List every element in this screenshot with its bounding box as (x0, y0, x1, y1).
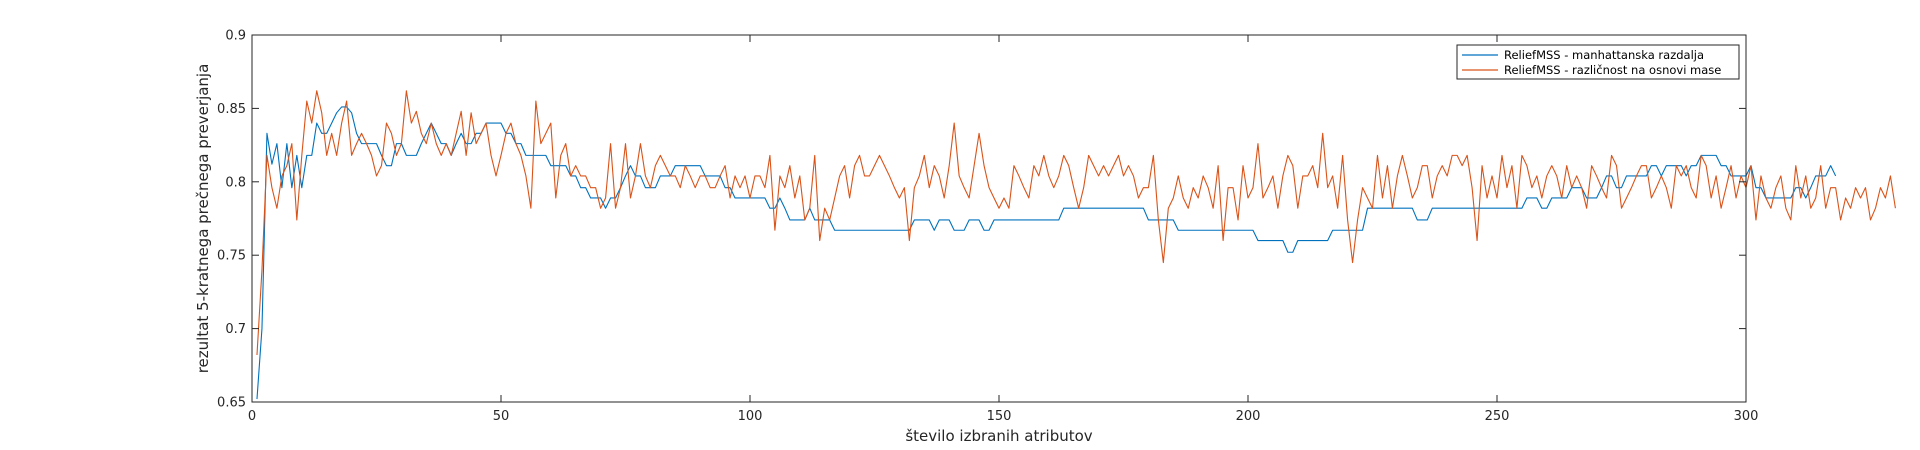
plot-area-frame (251, 34, 1747, 403)
ticks-layer: 0 50 100 150 200 250 300 0.65 0.7 0.75 0.8 0.85 0.9 (217, 29, 1758, 425)
x-tick-label: 300 (1734, 409, 1759, 424)
legend: ReliefMSS - manhattanska razdalja Relief… (1456, 44, 1740, 80)
legend-entry-manhattan: ReliefMSS - manhattanska razdalja (1504, 48, 1704, 62)
x-axis-label: število izbranih atributov (905, 427, 1092, 445)
x-tick-label: 0 (248, 409, 256, 424)
series-line-manhattan (256, 106, 1837, 400)
y-tick-label: 0.65 (217, 396, 246, 411)
legend-box (1456, 44, 1740, 80)
x-tick-label: 200 (1236, 409, 1261, 424)
y-tick-label: 0.85 (217, 102, 246, 117)
x-tick-label: 250 (1485, 409, 1510, 424)
y-tick-label: 0.7 (225, 322, 246, 337)
y-axis-label: rezultat 5-kratnega prečnega preverjanja (194, 64, 212, 374)
series-layer (256, 90, 1896, 400)
x-tick-label: 50 (493, 409, 510, 424)
y-tick-label: 0.8 (225, 175, 246, 190)
x-tick-label: 150 (987, 409, 1012, 424)
x-tick-label: 100 (738, 409, 763, 424)
series-line-mass (256, 90, 1896, 356)
y-tick-label: 0.9 (225, 29, 246, 44)
legend-entry-mass: ReliefMSS - različnost na osnovi mase (1504, 63, 1721, 77)
y-tick-label: 0.75 (217, 249, 246, 264)
